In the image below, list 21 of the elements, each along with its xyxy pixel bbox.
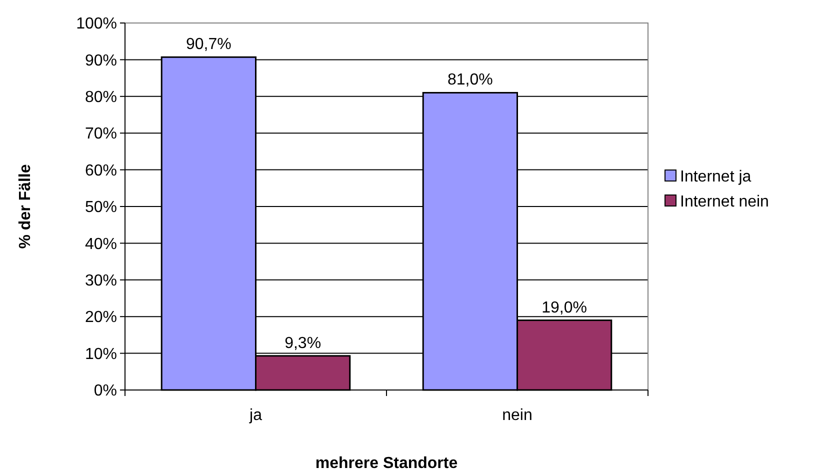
x-tick-label: ja	[248, 407, 262, 424]
y-tick-label: 80%	[84, 89, 117, 106]
y-tick-label: 20%	[84, 309, 117, 326]
y-tick-label: 100%	[76, 16, 117, 33]
legend-label: Internet nein	[680, 194, 769, 211]
data-label: 9,3%	[284, 334, 322, 352]
y-tick-label: 60%	[84, 162, 117, 180]
y-tick-label: 90%	[84, 52, 117, 70]
x-axis-title: mehrere Standorte	[315, 455, 458, 472]
legend-label: Internet ja	[680, 168, 752, 186]
data-label: 81,0%	[447, 72, 493, 89]
y-tick-label: 0%	[94, 382, 117, 400]
data-label: 19,0%	[542, 299, 588, 316]
y-tick-label: 50%	[84, 199, 117, 216]
x-tick-label: nein	[502, 407, 532, 424]
y-axis-title: % der Fälle	[17, 164, 34, 249]
y-tick-label: 70%	[84, 126, 117, 143]
y-tick-label: 10%	[84, 346, 117, 363]
data-label: 90,7%	[186, 36, 232, 54]
y-tick-label: 30%	[84, 272, 117, 290]
y-tick-label: 40%	[84, 236, 117, 253]
